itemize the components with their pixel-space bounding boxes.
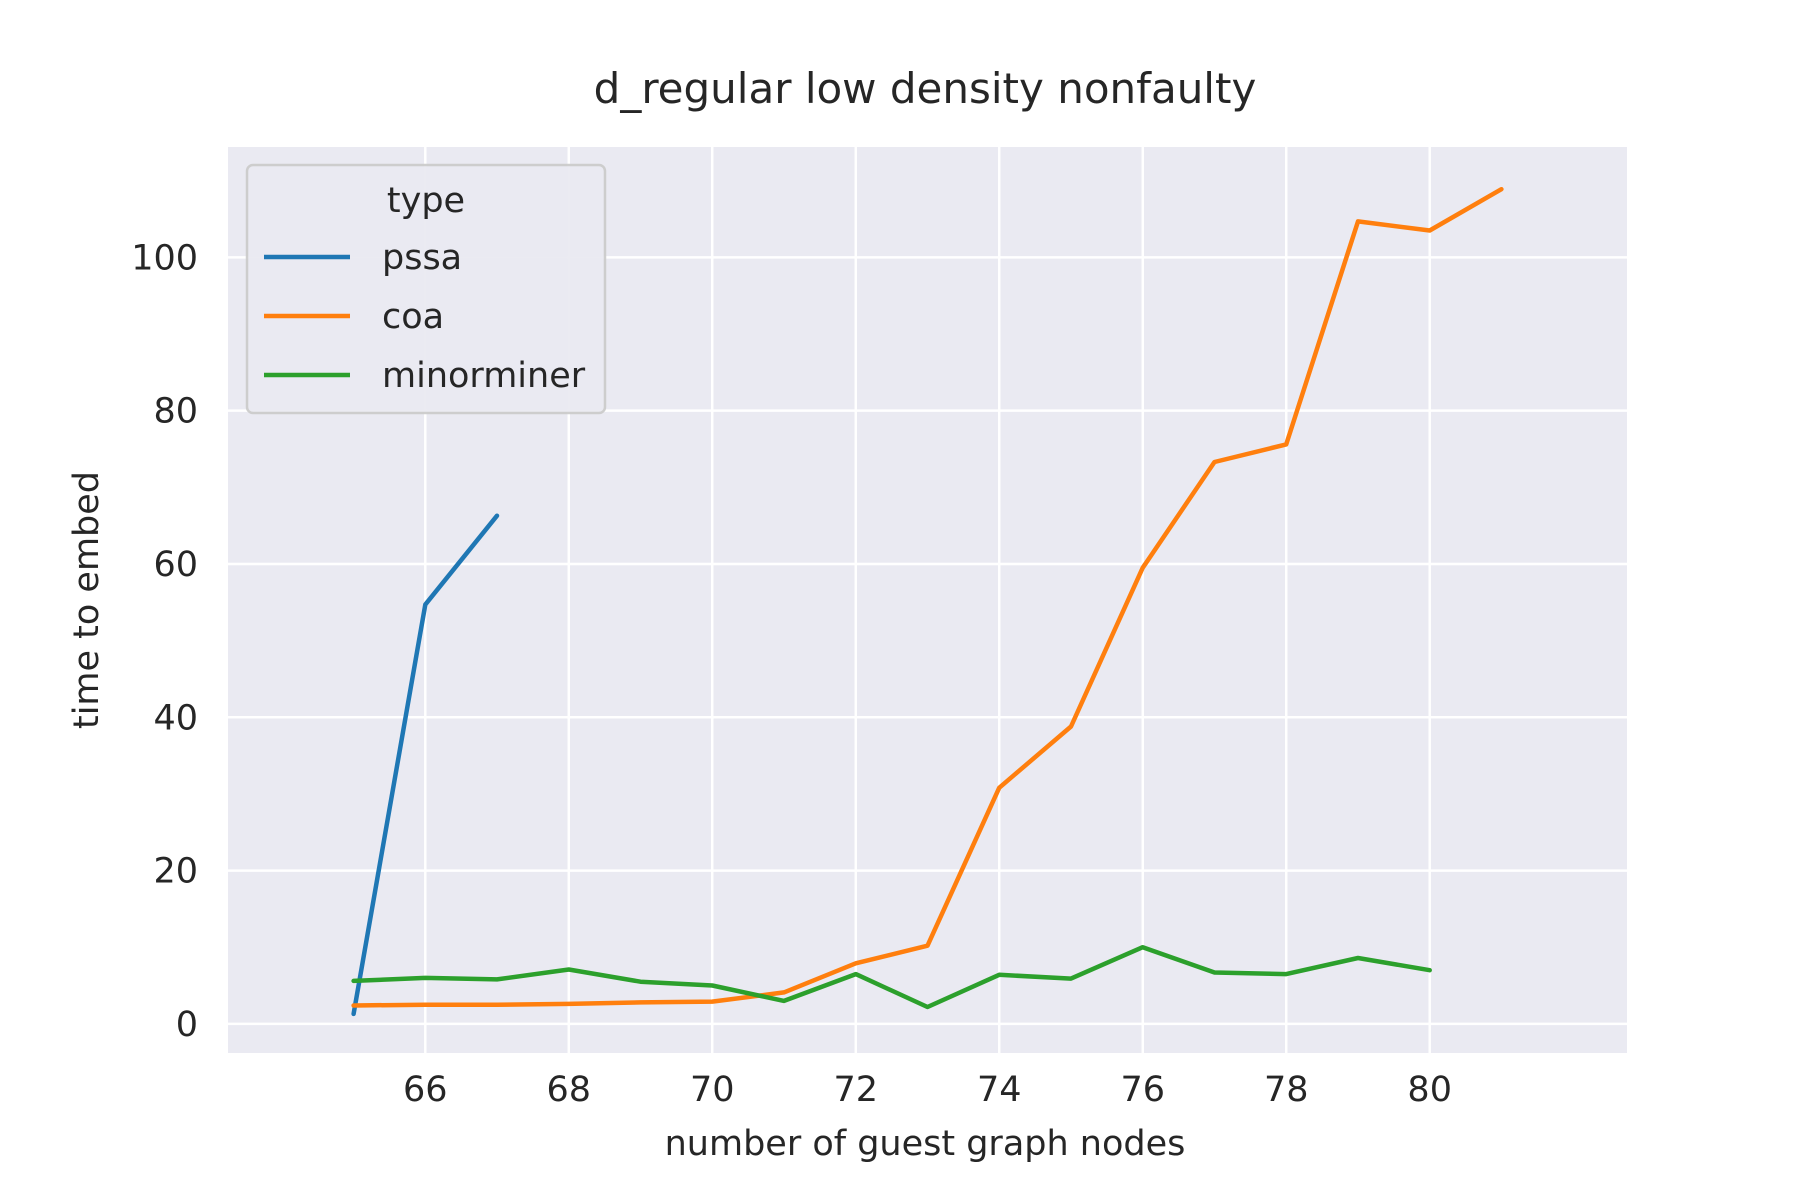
legend-label-coa: coa <box>382 297 444 337</box>
y-axis-label: time to embed <box>67 471 107 729</box>
series-line-minorminer <box>351 944 1432 1010</box>
y-tick-label: 60 <box>153 545 198 585</box>
x-tick-labels: 66 68 70 72 74 76 78 80 <box>403 1070 1452 1110</box>
x-tick-label: 76 <box>1120 1070 1165 1110</box>
x-tick-label: 80 <box>1407 1070 1452 1110</box>
x-axis-label: number of guest graph nodes <box>665 1124 1186 1164</box>
x-tick-label: 70 <box>690 1070 735 1110</box>
legend-label-pssa: pssa <box>382 238 462 278</box>
y-tick-label: 40 <box>153 698 198 738</box>
legend-box <box>245 163 607 415</box>
legend: type pssa coa minorminer <box>245 163 607 415</box>
legend-title: type <box>387 181 465 221</box>
y-tick-label: 80 <box>153 392 198 432</box>
y-tick-labels: 0 20 40 60 80 100 <box>131 238 198 1044</box>
x-tick-label: 74 <box>977 1070 1022 1110</box>
x-tick-label: 78 <box>1264 1070 1309 1110</box>
x-tick-label: 72 <box>833 1070 878 1110</box>
x-tick-label: 66 <box>403 1070 448 1110</box>
series-lines <box>351 186 1504 1017</box>
chart-title: d_regular low density nonfaulty <box>594 64 1257 113</box>
y-tick-label: 20 <box>153 852 198 892</box>
series-line-pssa <box>351 513 500 1017</box>
x-tick-label: 68 <box>547 1070 592 1110</box>
y-tick-label: 100 <box>131 238 198 278</box>
y-tick-label: 0 <box>176 1005 198 1045</box>
gridlines <box>228 147 1627 1053</box>
legend-label-minorminer: minorminer <box>382 356 586 396</box>
series-line-coa <box>351 186 1504 1008</box>
legend-entries: pssa coa minorminer <box>264 238 586 396</box>
